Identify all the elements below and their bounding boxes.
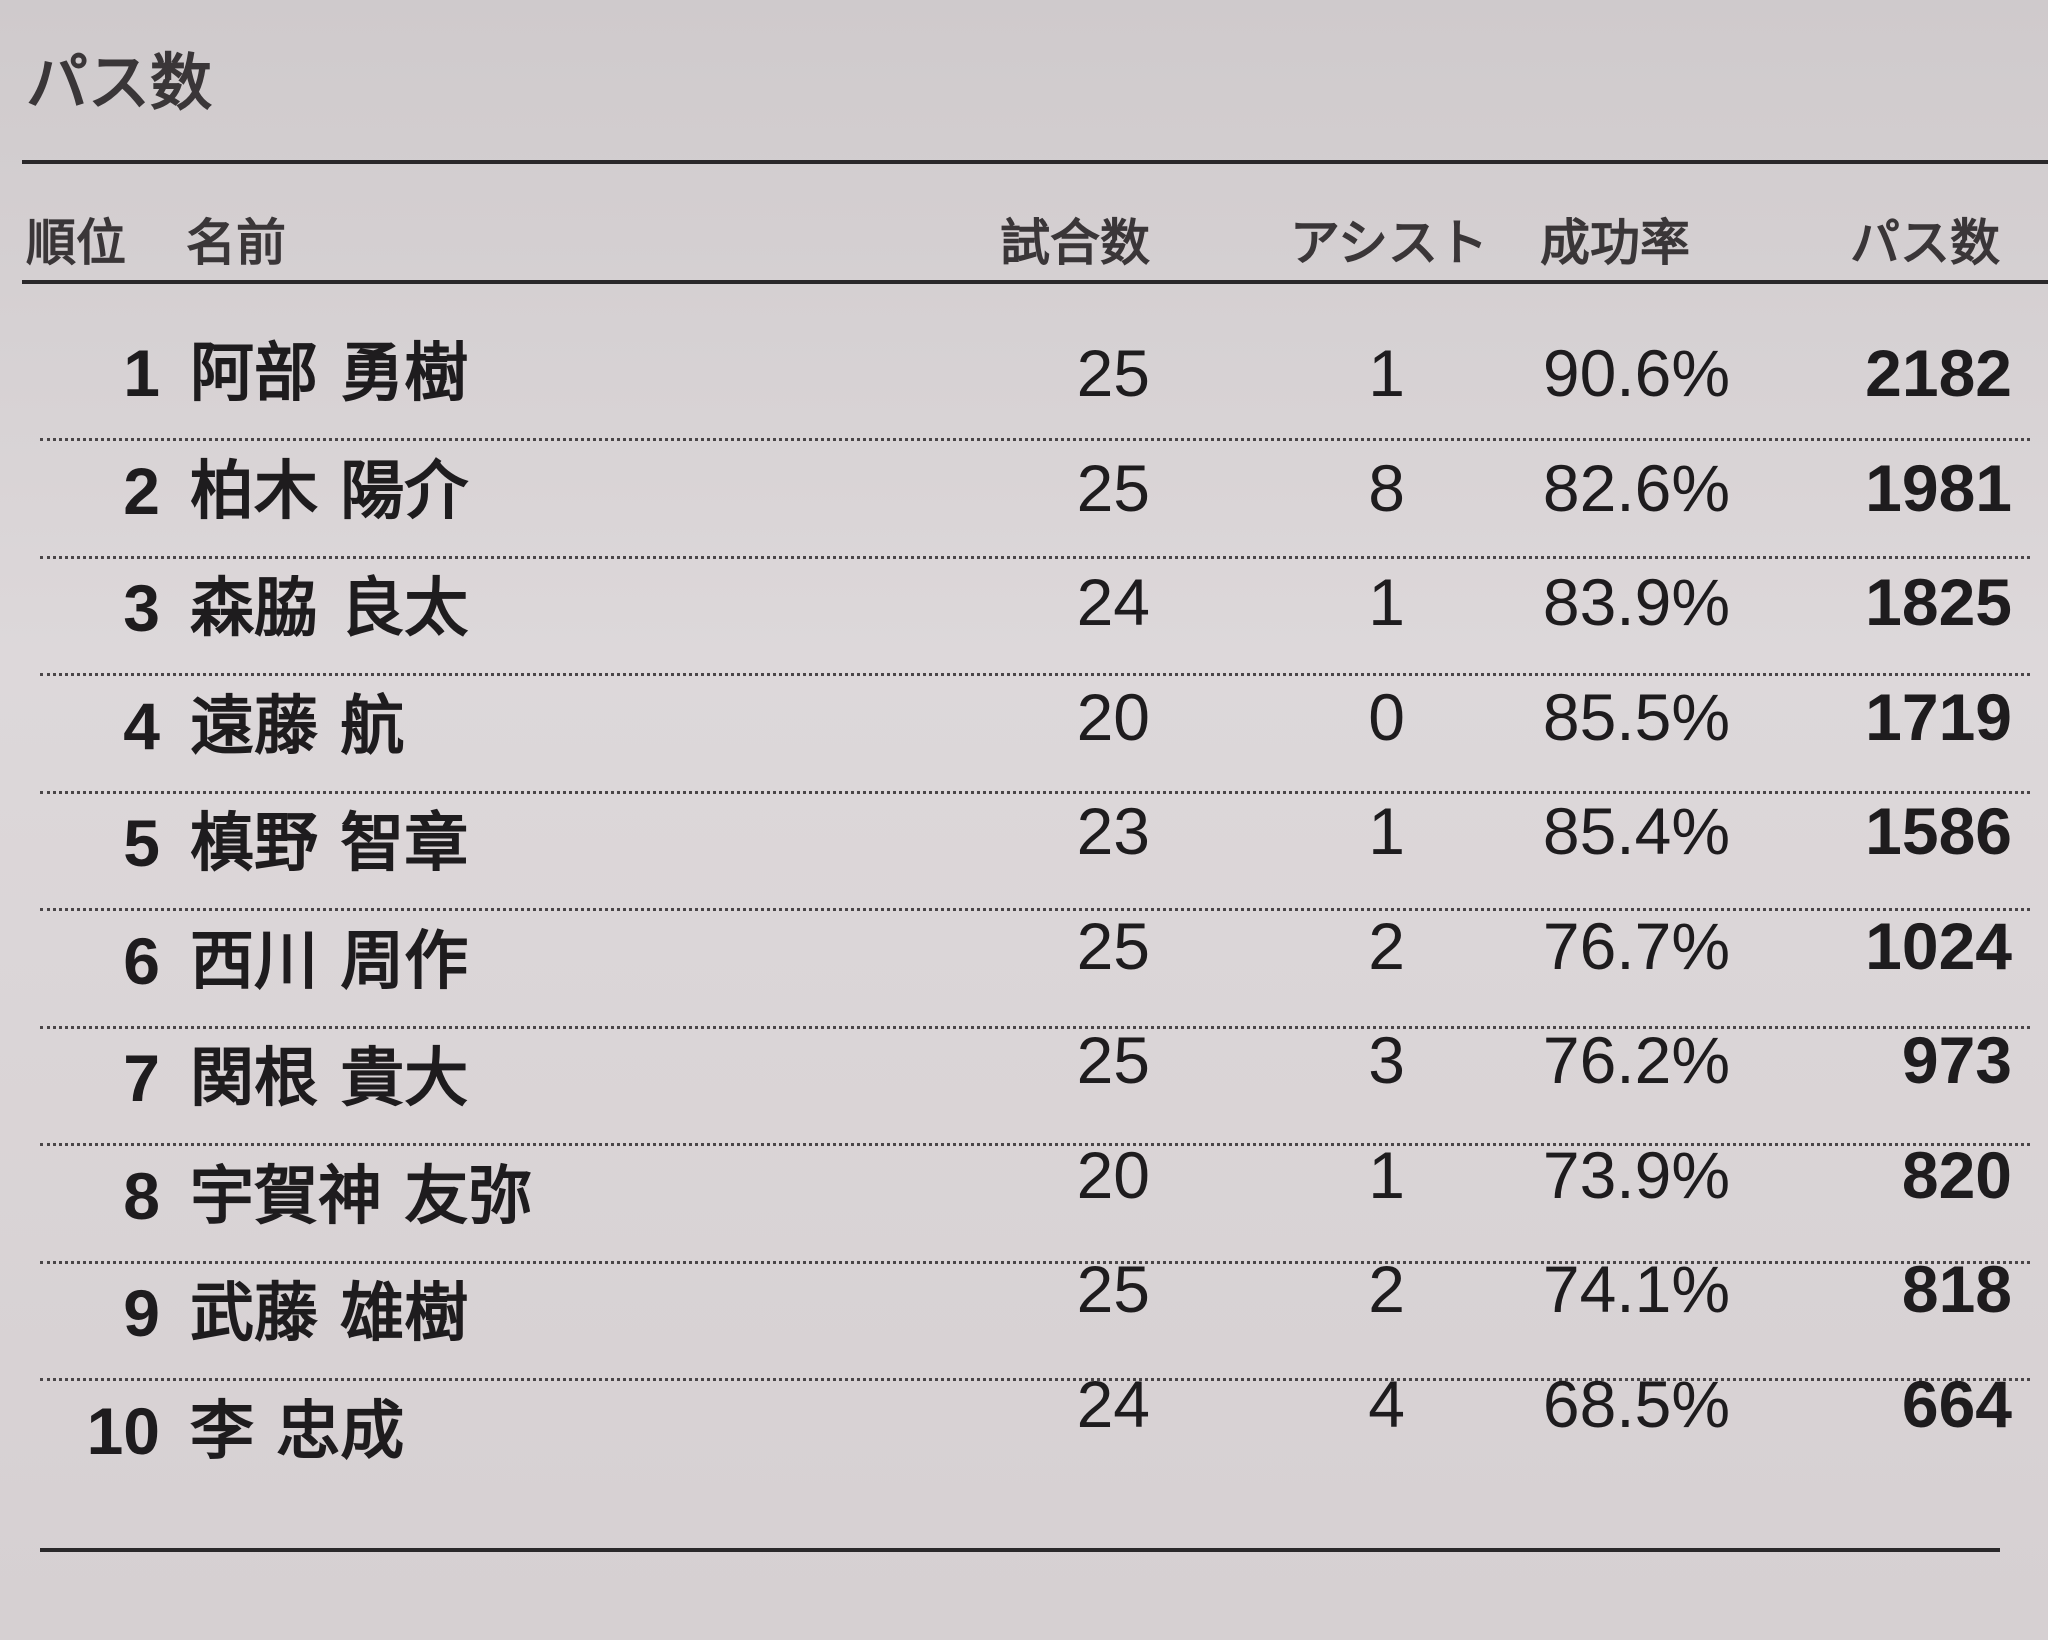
games: 20: [1076, 679, 1150, 754]
row-divider: [40, 908, 2030, 911]
success-rate: 68.5%: [1542, 1366, 1730, 1441]
games: 25: [1076, 1023, 1150, 1097]
passes: 1719: [1865, 679, 2012, 754]
row-divider: [40, 1143, 2030, 1146]
column-header: パス数: [1850, 214, 2000, 272]
column-header: 名前: [186, 214, 286, 272]
column-header: 試合数: [1000, 214, 1150, 272]
games: 25: [1076, 450, 1150, 525]
games: 20: [1076, 1137, 1150, 1212]
assists: 1: [1368, 794, 1405, 868]
success-rate: 74.1%: [1542, 1252, 1730, 1326]
passes: 664: [1901, 1366, 2012, 1441]
games: 25: [1076, 336, 1150, 410]
rank: 9: [123, 1276, 160, 1350]
title: パス数: [26, 46, 213, 119]
passes: 1825: [1865, 565, 2012, 639]
row-divider: [40, 555, 2030, 559]
assists: 1: [1368, 1137, 1405, 1212]
games: 24: [1076, 565, 1150, 639]
rank: 7: [123, 1041, 160, 1115]
row-divider: [40, 1025, 2030, 1029]
success-rate: 83.9%: [1542, 565, 1730, 639]
rank: 10: [86, 1393, 160, 1468]
assists: 3: [1368, 1023, 1405, 1097]
games: 25: [1076, 1252, 1150, 1326]
row-divider: [40, 790, 2030, 794]
player-name: 李 忠成: [190, 1394, 405, 1469]
player-name: 槙野 智章: [190, 807, 469, 881]
rank: 2: [123, 453, 160, 528]
column-header: 順位: [26, 214, 126, 272]
player-name: 西川 周作: [190, 924, 469, 999]
games: 25: [1076, 908, 1150, 983]
assists: 2: [1368, 908, 1405, 983]
assists: 4: [1368, 1366, 1405, 1441]
games: 24: [1076, 1366, 1150, 1441]
rank: 1: [123, 336, 160, 410]
player-name: 武藤 雄樹: [190, 1277, 469, 1351]
assists: 0: [1368, 679, 1405, 754]
passes: 820: [1901, 1137, 2012, 1212]
rank: 6: [123, 923, 160, 998]
row-divider: [40, 438, 2030, 441]
player-name: 森脇 良太: [190, 572, 469, 646]
player-name: 阿部 勇樹: [190, 337, 469, 411]
assists: 8: [1368, 450, 1405, 525]
column-header: 成功率: [1540, 214, 1690, 272]
assists: 2: [1368, 1252, 1405, 1326]
passes: 1981: [1865, 450, 2012, 525]
games: 23: [1076, 794, 1150, 868]
player-name: 遠藤 航: [190, 689, 405, 764]
player-name: 宇賀神 友弥: [190, 1159, 533, 1234]
success-rate: 82.6%: [1542, 450, 1730, 525]
rank: 5: [123, 806, 160, 880]
success-rate: 85.5%: [1542, 679, 1730, 754]
passes: 1024: [1865, 908, 2012, 983]
success-rate: 76.7%: [1542, 908, 1730, 983]
bottom-rule: [40, 1548, 2000, 1552]
player-name: 柏木 陽介: [190, 454, 469, 529]
row-divider: [40, 1260, 2030, 1264]
rank: 8: [123, 1158, 160, 1233]
top-rule: [22, 160, 2048, 164]
passes: 973: [1901, 1023, 2012, 1097]
column-header: アシスト: [1290, 214, 1488, 272]
player-name: 関根 貴大: [190, 1042, 469, 1116]
success-rate: 85.4%: [1542, 794, 1730, 868]
success-rate: 90.6%: [1542, 336, 1730, 410]
row-divider: [40, 1378, 2030, 1381]
assists: 1: [1368, 565, 1405, 639]
success-rate: 76.2%: [1542, 1023, 1730, 1097]
passes: 1586: [1865, 794, 2012, 868]
rank: 3: [123, 571, 160, 645]
success-rate: 73.9%: [1542, 1137, 1730, 1212]
passes: 2182: [1865, 336, 2012, 410]
passes: 818: [1901, 1252, 2012, 1326]
header-rule: [22, 280, 2048, 284]
rank: 4: [123, 688, 160, 763]
assists: 1: [1368, 336, 1405, 410]
row-divider: [40, 673, 2030, 676]
